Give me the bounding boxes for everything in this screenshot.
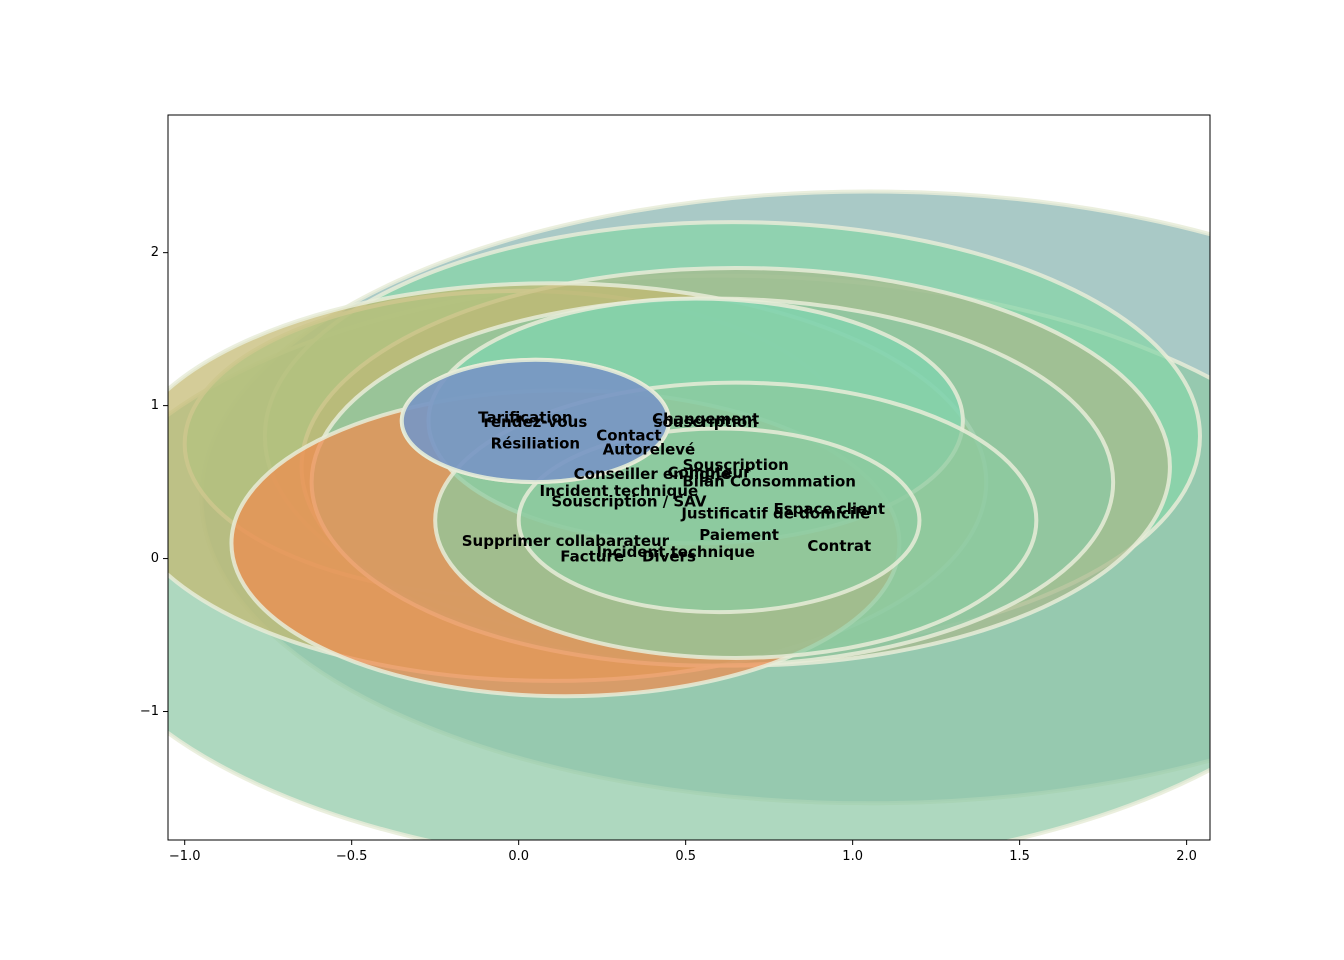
point-label-20: Divers <box>642 548 696 566</box>
y-tick-label: 0 <box>151 551 159 566</box>
x-tick-label: 1.5 <box>1009 849 1030 864</box>
point-label-18: Incident technique <box>596 543 755 561</box>
point-label-2: Résiliation <box>491 434 581 452</box>
y-tick-label: 2 <box>151 245 159 260</box>
point-label-4: souscription <box>654 413 758 431</box>
point-label-0: Tarification <box>478 408 572 426</box>
x-tick-label: 0.5 <box>675 849 696 864</box>
point-label-7: Souscription <box>683 456 789 474</box>
point-label-17: Supprimer collabarateur <box>462 532 670 550</box>
point-label-6: Autorelevé <box>603 440 696 458</box>
x-tick-label: −0.5 <box>336 849 368 864</box>
point-label-10: Bilan Consommation <box>682 473 856 491</box>
y-tick-label: 1 <box>151 398 159 413</box>
point-label-13: Espace client <box>774 500 886 518</box>
bubble-10 <box>516 426 922 615</box>
x-tick-label: 0.0 <box>508 849 529 864</box>
point-label-1: rendez-vous <box>483 413 587 431</box>
x-axis: −1.0 −0.5 0.0 0.5 1.0 1.5 2.0 <box>169 840 1197 864</box>
point-label-9: Compteur <box>667 463 751 481</box>
bubbles-layer <box>168 189 1210 840</box>
point-label-3: Changement <box>652 410 759 428</box>
x-tick-label: 1.0 <box>842 849 863 864</box>
plot-frame <box>167 114 1211 841</box>
point-label-8: Conseiller en ligne <box>574 465 731 483</box>
bubble-12 <box>399 357 671 485</box>
x-tick-label: −1.0 <box>169 849 201 864</box>
y-tick-label: −1 <box>140 704 159 719</box>
point-label-5: Contact <box>596 427 661 445</box>
y-axis: −1 0 1 2 <box>140 245 168 719</box>
x-tick-label: 2.0 <box>1176 849 1197 864</box>
point-label-12: Souscription / SAV <box>551 492 706 510</box>
point-label-14: Justificatif de domicile <box>680 505 870 523</box>
point-label-19: Facture <box>560 548 624 566</box>
point-label-11: Incident technique <box>540 482 699 500</box>
point-label-15: Paiement <box>699 526 779 544</box>
point-label-16: Contrat <box>807 537 871 555</box>
